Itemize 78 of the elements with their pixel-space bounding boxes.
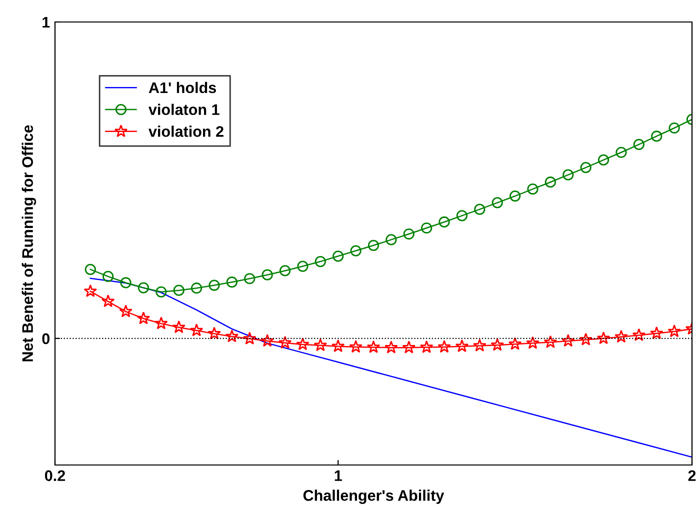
point: [296, 337, 310, 350]
point: [368, 240, 380, 251]
point: [527, 184, 538, 195]
point: [297, 260, 308, 272]
point: [614, 330, 628, 343]
point: [580, 162, 592, 174]
point: [138, 282, 150, 294]
x-axis-title: Challenger's Ability: [303, 490, 444, 504]
point: [456, 210, 468, 222]
point: [366, 340, 380, 354]
point: [421, 222, 432, 234]
point: [262, 269, 273, 280]
point: [102, 270, 114, 282]
point: [191, 282, 202, 294]
point: [420, 340, 434, 354]
point: [510, 190, 521, 202]
point: [650, 326, 664, 340]
point: [632, 328, 646, 342]
point: [455, 339, 469, 352]
point: [651, 130, 662, 142]
point: [136, 312, 150, 324]
point: [314, 338, 328, 352]
point: [101, 294, 115, 308]
point: [544, 335, 558, 348]
x-tick-label: 0.2: [44, 470, 66, 482]
point: [314, 256, 326, 268]
point: [403, 228, 414, 240]
point: [172, 320, 186, 334]
point: [384, 340, 398, 354]
point: [490, 338, 504, 351]
point: [668, 122, 680, 134]
point: [278, 336, 292, 349]
point: [332, 250, 344, 262]
point: [526, 336, 540, 349]
point: [208, 280, 220, 291]
point: [598, 154, 610, 166]
legend-label: violaton 1: [148, 104, 220, 116]
point: [173, 284, 184, 296]
point: [120, 277, 132, 288]
legend-label: violation 2: [148, 126, 224, 137]
point: [473, 338, 486, 352]
point: [668, 324, 681, 338]
y-tick-label: 0: [42, 333, 50, 344]
point: [544, 176, 556, 188]
x-tick-label: 2: [688, 470, 696, 481]
point: [596, 331, 610, 344]
point: [438, 340, 451, 353]
point: [190, 324, 204, 336]
x-tick-label: 1: [334, 470, 342, 481]
point: [349, 340, 362, 353]
point: [350, 245, 362, 256]
point: [438, 216, 450, 228]
point: [633, 138, 644, 150]
point: [616, 146, 627, 158]
point: [260, 334, 274, 347]
point: [154, 316, 168, 330]
point: [386, 234, 397, 246]
point: [474, 204, 486, 215]
point: [562, 169, 574, 180]
point: [208, 326, 221, 340]
point: [84, 284, 98, 298]
y-axis-title: Net Benefit of Running for Office: [22, 125, 36, 362]
point: [244, 273, 256, 284]
point: [119, 304, 132, 318]
point: [402, 340, 416, 354]
point: [243, 332, 256, 344]
legend-label: A1' holds: [148, 82, 216, 94]
point: [508, 337, 522, 350]
line-series: [90, 278, 692, 458]
point: [84, 264, 96, 276]
point: [331, 339, 345, 352]
point: [279, 265, 291, 276]
point: [156, 286, 167, 298]
point: [579, 332, 592, 346]
point: [562, 334, 575, 347]
point: [226, 276, 238, 288]
point: [492, 197, 503, 208]
point: [225, 330, 239, 342]
